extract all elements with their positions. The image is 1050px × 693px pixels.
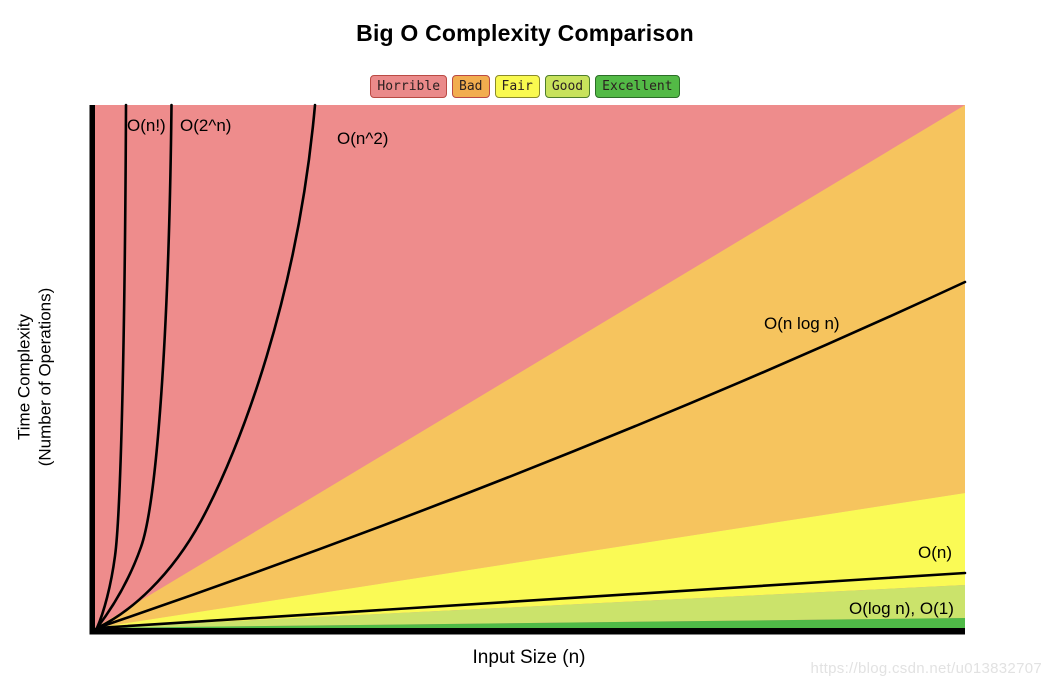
legend-badge-horrible: Horrible bbox=[370, 75, 448, 98]
curve-o-2-pow-n bbox=[95, 103, 173, 630]
label-o-log-n-o-1: O(log n), O(1) bbox=[849, 599, 954, 618]
legend-badge-excellent: Excellent bbox=[595, 75, 680, 98]
curve-o-n-factorial bbox=[95, 103, 128, 630]
region-good bbox=[95, 585, 965, 628]
legend: Horrible Bad Fair Good Excellent bbox=[0, 75, 1050, 98]
region-excellent bbox=[95, 618, 965, 628]
legend-badge-bad: Bad bbox=[452, 75, 490, 98]
curve-o-n-log-n bbox=[95, 280, 967, 630]
y-axis-line bbox=[89, 105, 95, 634]
label-o-n-log-n: O(n log n) bbox=[764, 314, 840, 333]
y-axis-label: Time Complexity (Number of Operations) bbox=[14, 205, 56, 550]
label-o-n-squared: O(n^2) bbox=[337, 129, 388, 148]
region-fair bbox=[95, 493, 965, 628]
region-bad bbox=[95, 105, 965, 628]
label-o-n-factorial: O(n!) bbox=[127, 116, 166, 135]
x-axis-line bbox=[89, 628, 965, 635]
curve-o-n-squared bbox=[95, 103, 317, 630]
chart-title: Big O Complexity Comparison bbox=[356, 20, 694, 46]
x-axis-label: Input Size (n) bbox=[472, 647, 586, 668]
curve-o-n bbox=[95, 571, 967, 630]
watermark-url: https://blog.csdn.net/u013832707 bbox=[810, 660, 1042, 677]
legend-badge-good: Good bbox=[544, 75, 591, 98]
y-axis-label-line2: (Number of Operations) bbox=[35, 287, 55, 467]
legend-badge-fair: Fair bbox=[494, 75, 540, 98]
label-o-2-pow-n: O(2^n) bbox=[180, 116, 231, 135]
label-o-n: O(n) bbox=[918, 543, 952, 562]
y-axis-label-line1: Time Complexity bbox=[14, 314, 34, 440]
